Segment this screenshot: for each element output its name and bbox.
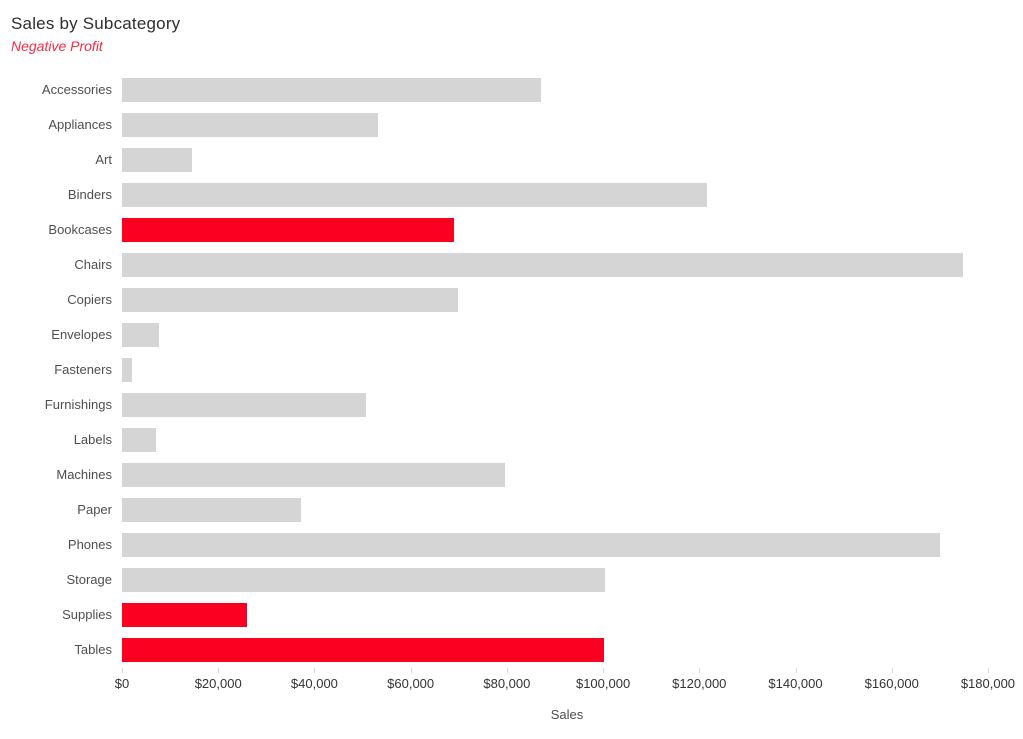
bar-envelopes[interactable]	[122, 322, 160, 347]
bar-track	[122, 637, 1012, 662]
x-axis-tick-label: $140,000	[768, 676, 823, 691]
category-label-chairs: Chairs	[74, 257, 112, 272]
bar-track	[122, 532, 1012, 557]
bar-row: Furnishings	[0, 387, 1023, 422]
bar-row: Accessories	[0, 72, 1023, 107]
x-axis-tick-mark	[314, 668, 316, 673]
bar-row: Storage	[0, 562, 1023, 597]
category-label-furnishings: Furnishings	[44, 397, 112, 412]
bar-track	[122, 147, 1012, 172]
bar-track	[122, 322, 1012, 347]
bar-track	[122, 567, 1012, 592]
x-axis-tick-mark	[891, 668, 893, 673]
bar-track	[122, 602, 1012, 627]
bar-row: Art	[0, 142, 1023, 177]
bar-art[interactable]	[122, 147, 192, 172]
bar-row: Copiers	[0, 282, 1023, 317]
category-label-paper: Paper	[77, 502, 112, 517]
category-label-appliances: Appliances	[48, 117, 112, 132]
bar-phones[interactable]	[122, 532, 940, 557]
bar-paper[interactable]	[122, 497, 301, 522]
category-label-fasteners: Fasteners	[54, 362, 112, 377]
bar-track	[122, 182, 1012, 207]
bar-track	[122, 252, 1012, 277]
bar-track	[122, 77, 1012, 102]
category-label-art: Art	[95, 152, 112, 167]
category-label-accessories: Accessories	[41, 82, 112, 97]
bar-row: Paper	[0, 492, 1023, 527]
plot-area: Accessories Appliances Art Binders Bookcases…	[0, 72, 1023, 722]
x-axis-tick-mark	[699, 668, 701, 673]
category-label-storage: Storage	[66, 572, 112, 587]
category-label-binders: Binders	[67, 187, 112, 202]
category-label-phones: Phones	[67, 537, 112, 552]
x-axis-tick-labels: $0 $20,000 $40,000 $60,000 $80,000 $100,000 $1…	[115, 674, 1016, 691]
bar-binders[interactable]	[122, 182, 707, 207]
bar-machines[interactable]	[122, 462, 505, 487]
bar-rows: Accessories Appliances Art Binders Bookcases…	[0, 72, 1023, 667]
x-axis-tick-label: $40,000	[290, 676, 338, 691]
bar-tables[interactable]	[122, 637, 605, 662]
bar-accessories[interactable]	[122, 77, 541, 102]
bar-chairs[interactable]	[122, 252, 964, 277]
x-axis-tick-label: $120,000	[672, 676, 727, 691]
x-axis-tick-mark	[122, 668, 123, 673]
bar-track	[122, 287, 1012, 312]
bar-row: Appliances	[0, 107, 1023, 142]
bar-supplies[interactable]	[122, 602, 248, 627]
bar-track	[122, 217, 1012, 242]
bar-track	[122, 112, 1012, 137]
category-label-machines: Machines	[56, 467, 112, 482]
x-axis-tick-label: $60,000	[387, 676, 435, 691]
bar-row: Fasteners	[0, 352, 1023, 387]
x-axis-tick-mark	[410, 668, 412, 673]
x-axis-tick-mark	[218, 668, 220, 673]
x-axis-title: Sales	[550, 707, 584, 722]
bar-bookcases[interactable]	[122, 217, 454, 242]
bar-labels[interactable]	[122, 427, 156, 452]
bar-track	[122, 497, 1012, 522]
bar-row: Binders	[0, 177, 1023, 212]
bar-track	[122, 392, 1012, 417]
bar-row: Bookcases	[0, 212, 1023, 247]
category-label-tables: Tables	[74, 642, 112, 657]
x-axis-tick-label: $80,000	[483, 676, 531, 691]
bar-row: Envelopes	[0, 317, 1023, 352]
bar-fasteners[interactable]	[122, 357, 132, 382]
category-label-bookcases: Bookcases	[48, 222, 112, 237]
x-axis-tick-label: $20,000	[194, 676, 242, 691]
x-axis-tick-mark	[506, 668, 508, 673]
category-label-labels: Labels	[73, 432, 112, 447]
chart-subtitle: Negative Profit	[11, 38, 103, 54]
bar-appliances[interactable]	[122, 112, 378, 137]
bar-track	[122, 427, 1012, 452]
category-label-supplies: Supplies	[62, 607, 112, 622]
bar-row: Tables	[0, 632, 1023, 667]
bar-row: Machines	[0, 457, 1023, 492]
x-axis-tick-mark	[987, 668, 989, 673]
bar-row: Phones	[0, 527, 1023, 562]
x-axis-tick-label: $0	[114, 676, 130, 691]
bar-row: Labels	[0, 422, 1023, 457]
bar-furnishings[interactable]	[122, 392, 366, 417]
x-axis-tick-label: $100,000	[575, 676, 631, 691]
bar-track	[122, 357, 1012, 382]
bar-storage[interactable]	[122, 567, 605, 592]
category-label-envelopes: Envelopes	[51, 327, 112, 342]
category-label-copiers: Copiers	[67, 292, 112, 307]
bar-row: Chairs	[0, 247, 1023, 282]
bar-copiers[interactable]	[122, 287, 458, 312]
x-axis-tick-label: $160,000	[864, 676, 919, 691]
chart-title: Sales by Subcategory	[11, 14, 181, 33]
bar-row: Supplies	[0, 597, 1023, 632]
x-axis-tick-mark	[795, 668, 797, 673]
x-axis-tick-label: $180,000	[960, 676, 1016, 691]
x-axis-tick-mark	[603, 668, 605, 673]
x-axis	[122, 667, 1012, 674]
bar-track	[122, 462, 1012, 487]
